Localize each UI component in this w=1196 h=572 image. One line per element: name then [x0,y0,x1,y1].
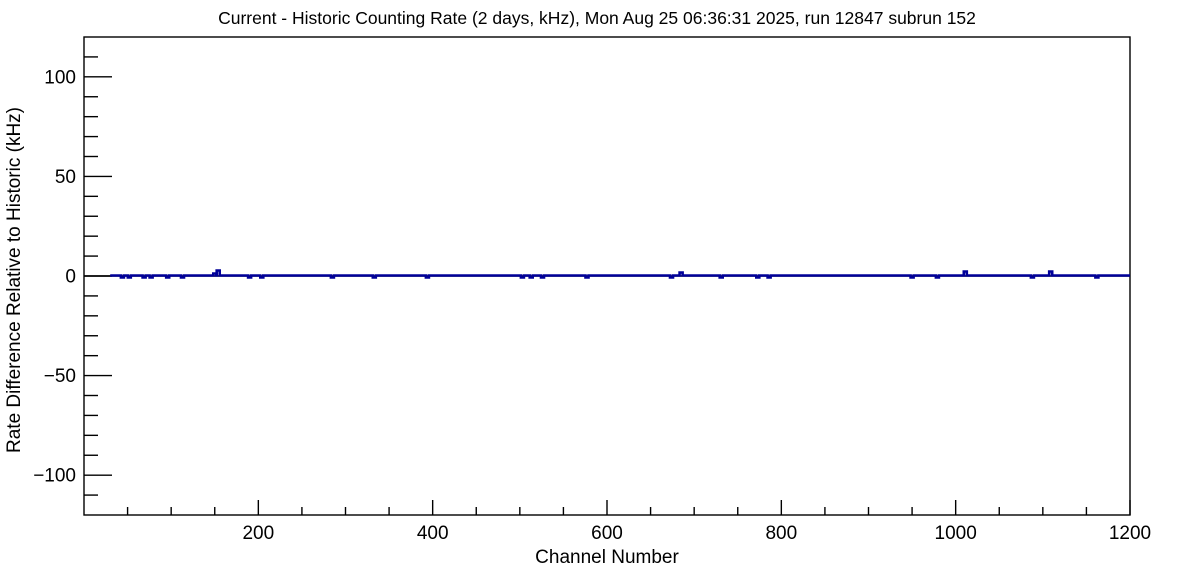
svg-text:1000: 1000 [935,523,977,544]
y-axis-title: Rate Difference Relative to Historic (kH… [4,107,25,453]
svg-text:400: 400 [417,523,449,544]
svg-text:100: 100 [44,67,76,88]
y-axis-ticks [84,56,112,496]
svg-text:0: 0 [65,267,76,288]
svg-text:1200: 1200 [1109,523,1151,544]
svg-text:−100: −100 [33,466,76,487]
x-axis-ticks [126,500,1131,515]
x-axis-title: Channel Number [535,547,679,568]
svg-text:800: 800 [765,523,797,544]
x-axis-tick-labels: 200 400 600 800 1000 1200 [242,523,1151,544]
svg-text:600: 600 [591,523,623,544]
svg-text:200: 200 [242,523,274,544]
chart-title: Current - Historic Counting Rate (2 days… [218,8,976,28]
rate-difference-line [110,269,1130,279]
y-axis-tick-labels: −100 −50 0 50 100 [33,67,76,486]
svg-text:−50: −50 [44,366,76,387]
svg-text:50: 50 [55,167,76,188]
